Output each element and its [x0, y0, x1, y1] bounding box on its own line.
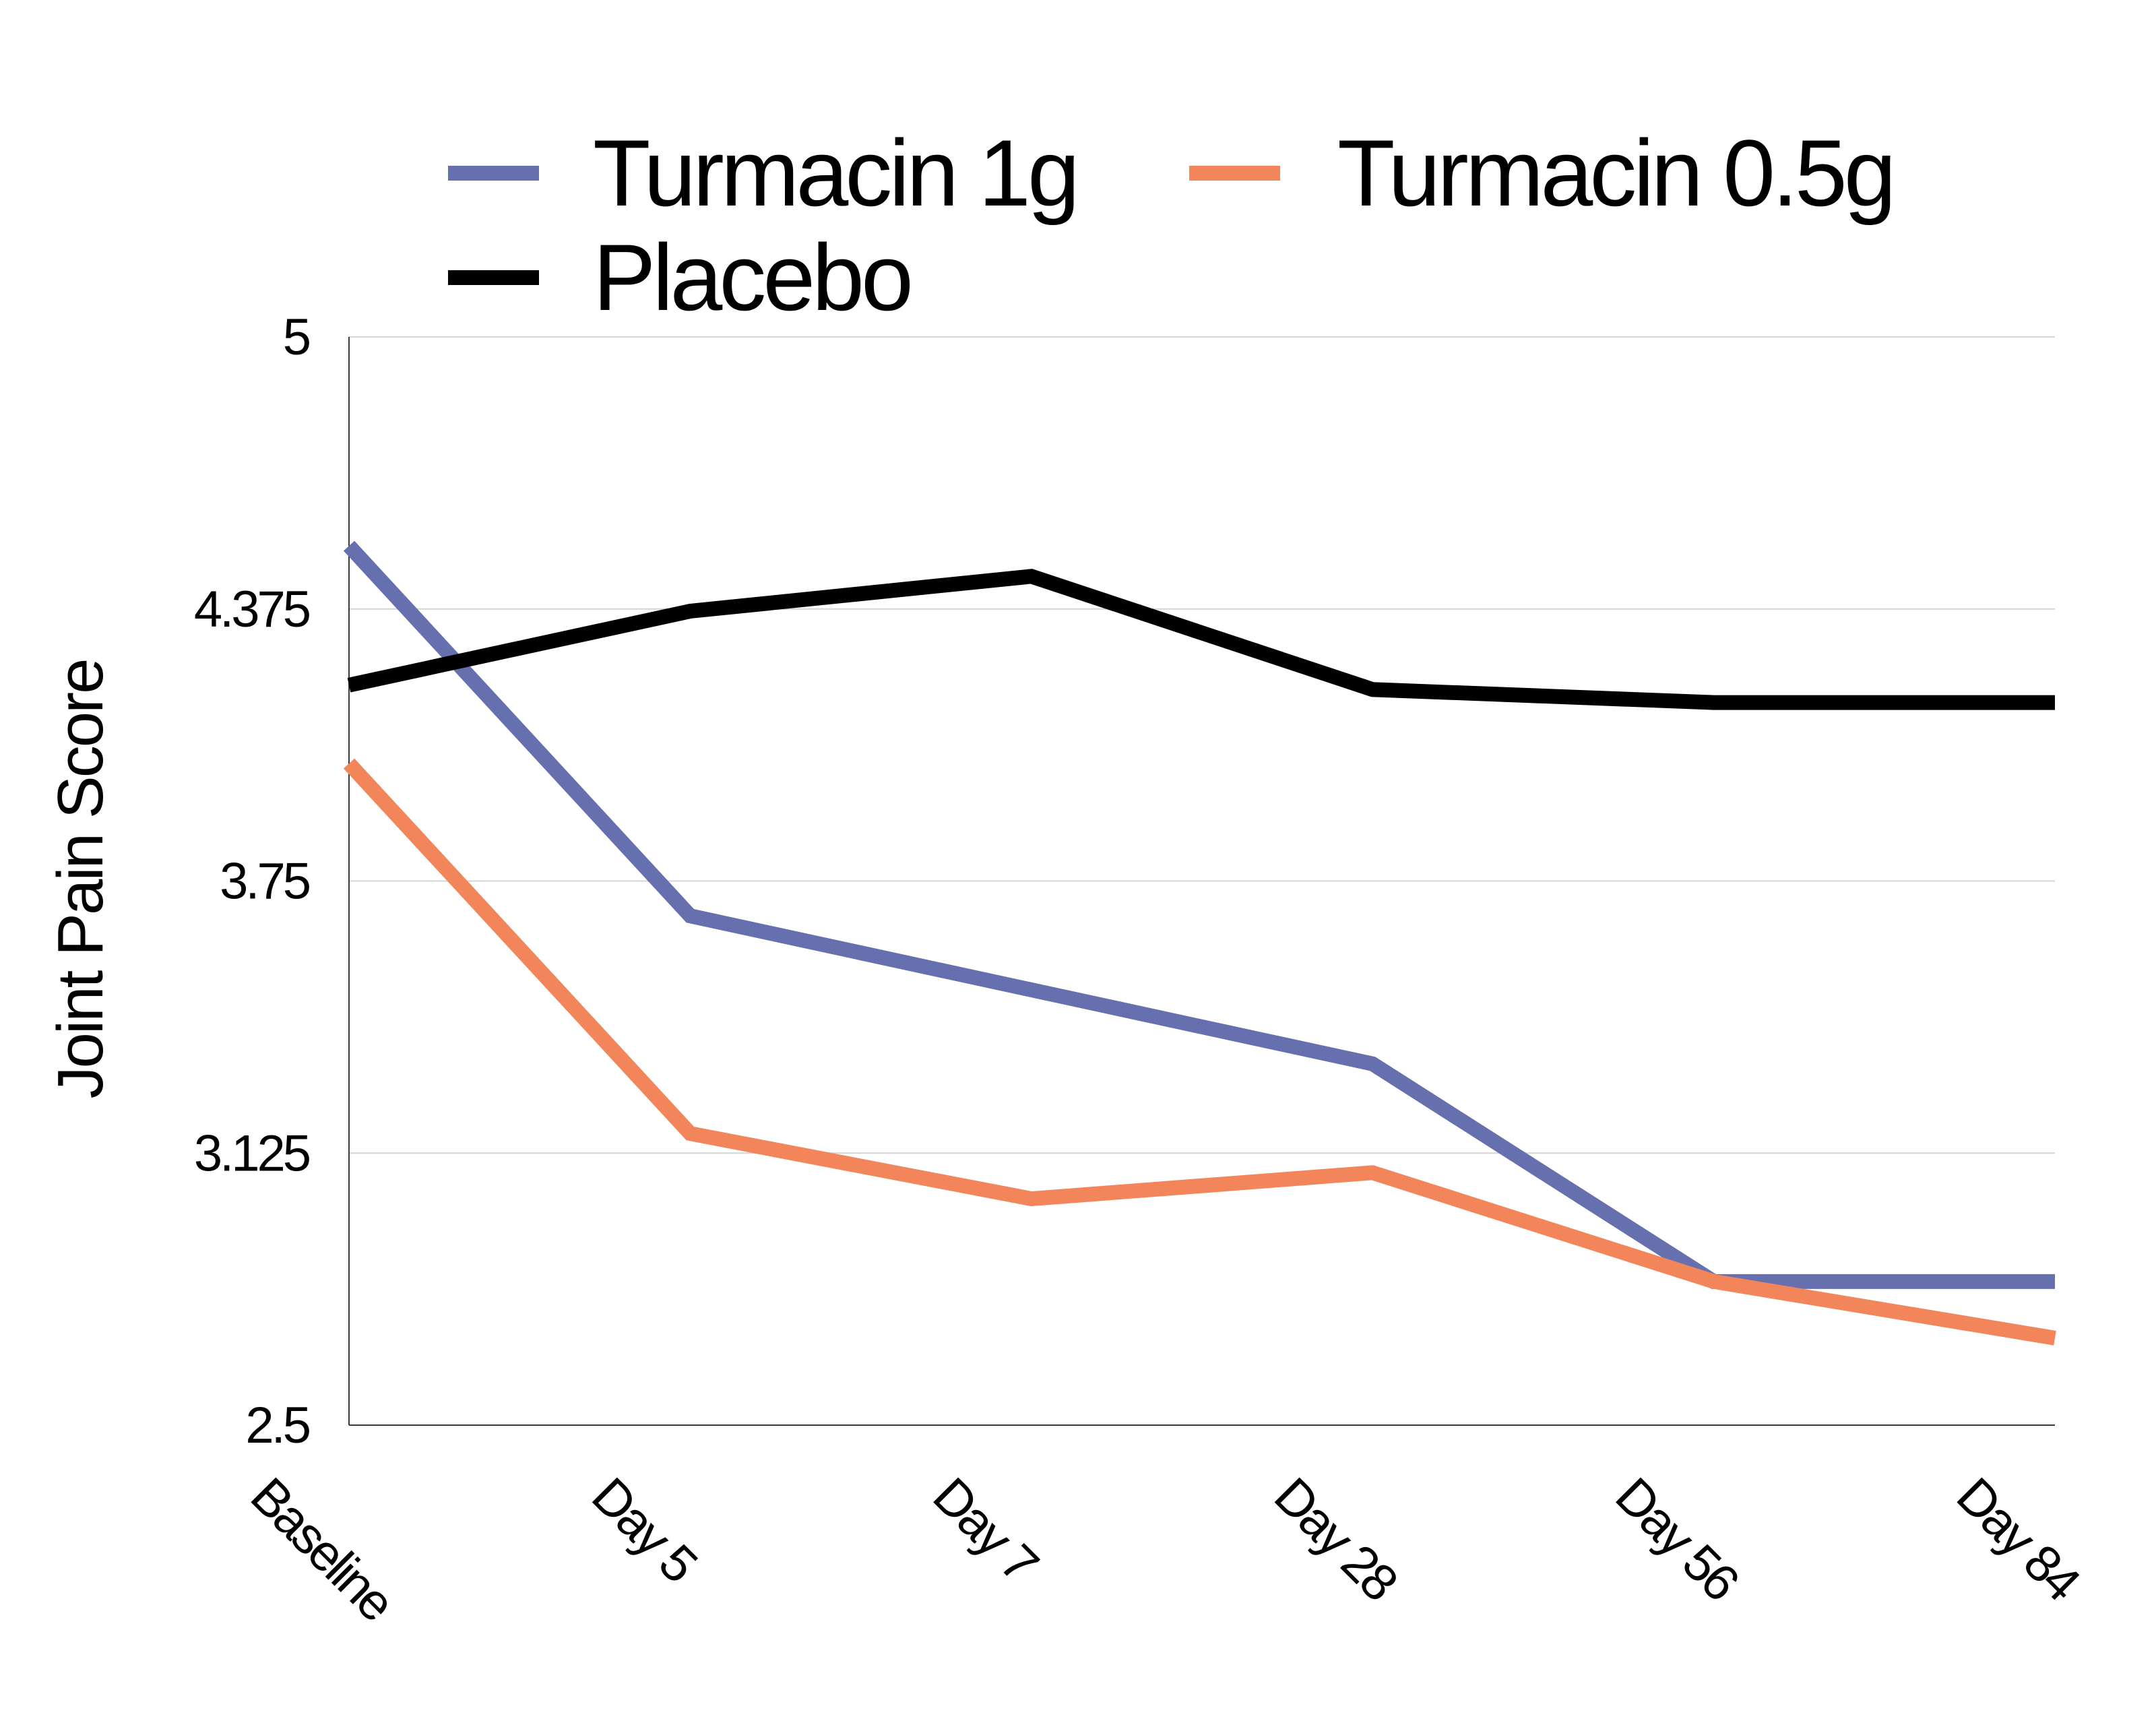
- legend-label: Turmacin 0.5g: [1337, 120, 1893, 226]
- axes: [348, 337, 2055, 1426]
- series-line: [343, 540, 2055, 1289]
- y-tick-label: 4.375: [194, 581, 310, 638]
- x-tick-label: Baseline: [240, 1467, 404, 1631]
- series-line: [347, 569, 2055, 710]
- y-tick-label: 3.75: [220, 853, 310, 910]
- x-tick-labels: Baseline Day 5 Day 7 Day 28 Day 56 Day 84: [240, 1467, 2091, 1631]
- legend-label: Placebo: [593, 224, 910, 330]
- y-tick-label: 2.5: [245, 1397, 309, 1454]
- y-axis-title: Joint Pain Score: [44, 660, 117, 1098]
- x-tick-label: Day 7: [922, 1467, 1048, 1593]
- gridlines: [349, 336, 2055, 1154]
- y-tick-label: 5: [283, 309, 310, 366]
- y-tick-label: 3.125: [194, 1125, 310, 1182]
- x-tick-label: Day 84: [1946, 1467, 2091, 1612]
- legend-label: Turmacin 1g: [593, 120, 1077, 226]
- x-tick-label: Day 56: [1605, 1467, 1749, 1611]
- series-lines: [343, 540, 2056, 1346]
- x-tick-label: Day 5: [581, 1467, 707, 1594]
- y-tick-labels: 2.5 3.125 3.75 4.375 5: [194, 309, 313, 1454]
- x-tick-label: Day 28: [1263, 1467, 1407, 1611]
- series-line: [343, 758, 2056, 1346]
- legend: Turmacin 1g Turmacin 0.5g Placebo: [448, 120, 1897, 330]
